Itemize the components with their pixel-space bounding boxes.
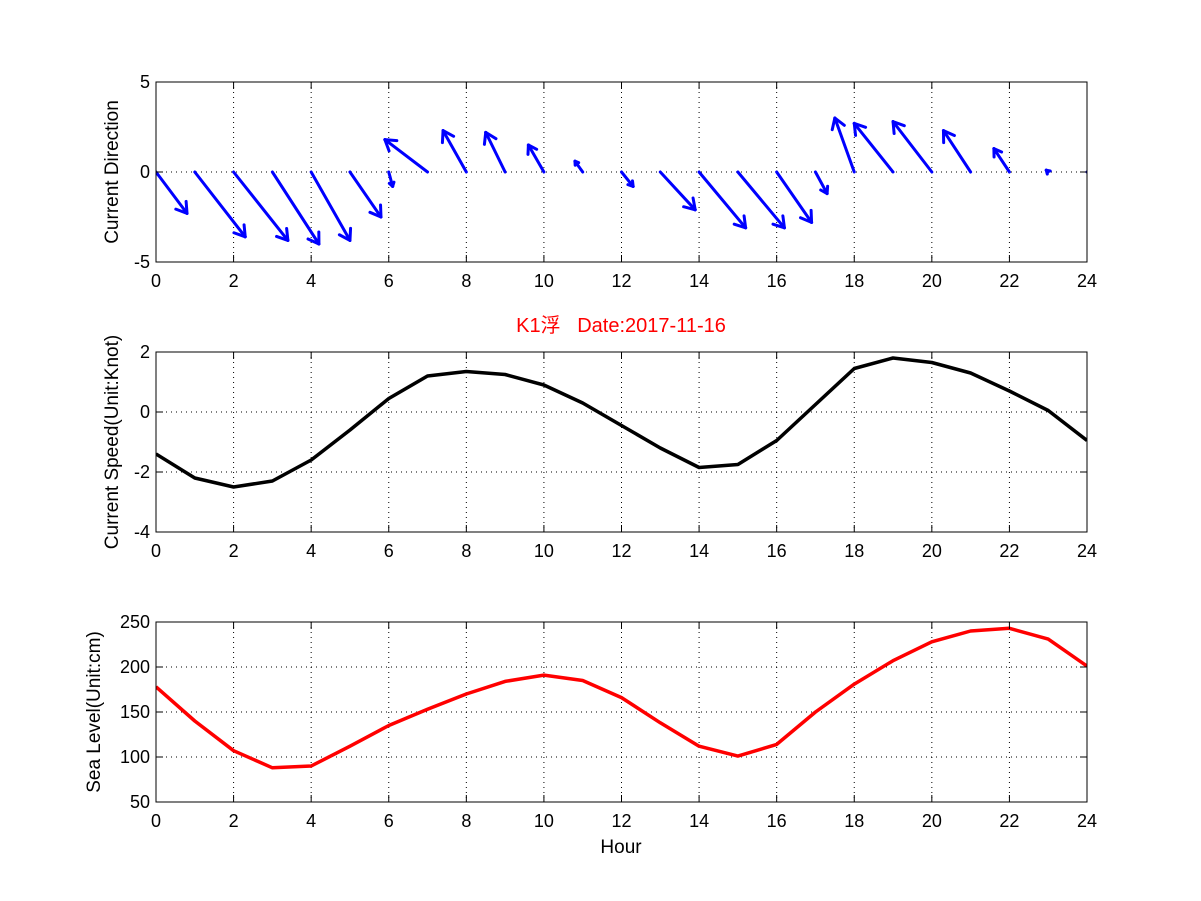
current-arrow <box>573 159 585 174</box>
sea-level-grid <box>156 622 1087 802</box>
speed-xtick-label: 8 <box>461 541 471 561</box>
speed-xtick-label: 14 <box>689 541 709 561</box>
current-arrow <box>526 143 546 174</box>
sea-level-ytick-label: 150 <box>120 702 150 722</box>
direction-arrows <box>156 116 1087 246</box>
current-arrow <box>309 170 353 242</box>
sea-level-xtick-label: 10 <box>534 811 554 831</box>
speed-ytick-label: 2 <box>140 342 150 362</box>
current-arrow <box>620 170 635 188</box>
direction-xtick-label: 24 <box>1077 271 1097 291</box>
speed-xtick-label: 10 <box>534 541 554 561</box>
current-arrow <box>891 120 934 174</box>
sea-level-xtick-label: 22 <box>999 811 1019 831</box>
direction-xtick-label: 4 <box>306 271 316 291</box>
sea-level-xtick-label: 24 <box>1077 811 1097 831</box>
direction-xtick-label: 0 <box>151 271 161 291</box>
current-arrow <box>348 170 383 219</box>
sea-level-ytick-label: 200 <box>120 657 150 677</box>
sea-level-ytick-label: 250 <box>120 612 150 632</box>
sea-level-xtick-label: 6 <box>384 811 394 831</box>
speed-ytick-label: -4 <box>134 522 150 542</box>
speed-xtick-label: 12 <box>611 541 631 561</box>
direction-xtick-label: 18 <box>844 271 864 291</box>
sea-level-xtick-label: 14 <box>689 811 709 831</box>
direction-ytick-label: 0 <box>140 162 150 182</box>
direction-xtick-label: 16 <box>767 271 787 291</box>
speed-xtick-label: 20 <box>922 541 942 561</box>
sea-level-xtick-label: 16 <box>767 811 787 831</box>
current-arrow <box>387 170 396 188</box>
sea-level-xtick-label: 2 <box>229 811 239 831</box>
direction-ytick-label: -5 <box>134 252 150 272</box>
speed-xtick-label: 0 <box>151 541 161 561</box>
current-arrow <box>697 170 748 230</box>
speed-ytick-label: 0 <box>140 402 150 422</box>
current-arrow <box>383 138 430 174</box>
current-arrow <box>813 170 830 196</box>
direction-xtick-label: 6 <box>384 271 394 291</box>
sea-level-xtick-label: 18 <box>844 811 864 831</box>
current-arrow <box>736 170 786 230</box>
speed-title: K1浮 Date:2017-11-16 <box>516 314 726 337</box>
speed-xtick-label: 16 <box>767 541 787 561</box>
current-arrow <box>232 170 290 242</box>
current-arrow <box>1044 168 1052 176</box>
current-arrow <box>440 129 468 174</box>
direction-xtick-label: 12 <box>611 271 631 291</box>
direction-ylabel: Current Direction <box>102 100 123 244</box>
direction-xtick-label: 8 <box>461 271 471 291</box>
sea-level-xtick-label: 12 <box>611 811 631 831</box>
current-arrow <box>852 121 895 174</box>
speed-xtick-label: 24 <box>1077 541 1097 561</box>
sea-level-xtick-label: 8 <box>461 811 471 831</box>
current-arrow <box>156 170 189 215</box>
sea-level-xtick-label: 0 <box>151 811 161 831</box>
current-arrow <box>658 170 697 212</box>
sea-level-ytick-label: 50 <box>130 792 150 812</box>
speed-xtick-label: 22 <box>999 541 1019 561</box>
speed-xtick-label: 4 <box>306 541 316 561</box>
speed-grid <box>156 352 1087 532</box>
sea-level-ylabel: Sea Level(Unit:cm) <box>84 631 105 793</box>
speed-xtick-label: 18 <box>844 541 864 561</box>
current-arrow <box>830 116 856 174</box>
sea-level-xlabel: Hour <box>600 837 642 858</box>
current-arrow <box>992 147 1011 174</box>
direction-xtick-label: 2 <box>229 271 239 291</box>
current-arrow <box>482 130 507 174</box>
sea-level-xtick-label: 4 <box>306 811 316 831</box>
current-arrow <box>941 129 973 174</box>
direction-ytick-label: 5 <box>140 72 150 92</box>
direction-xtick-label: 14 <box>689 271 709 291</box>
direction-xtick-label: 10 <box>534 271 554 291</box>
speed-ylabel: Current Speed(Unit:Knot) <box>102 335 123 549</box>
direction-xtick-label: 22 <box>999 271 1019 291</box>
current-arrow <box>193 170 247 239</box>
sea-level-xtick-label: 20 <box>922 811 942 831</box>
speed-xtick-label: 2 <box>229 541 239 561</box>
sea-level-ytick-label: 100 <box>120 747 150 767</box>
current-arrow <box>775 170 814 224</box>
current-arrow <box>270 170 321 246</box>
speed-xtick-label: 6 <box>384 541 394 561</box>
direction-xtick-label: 20 <box>922 271 942 291</box>
speed-ytick-label: -2 <box>134 462 150 482</box>
